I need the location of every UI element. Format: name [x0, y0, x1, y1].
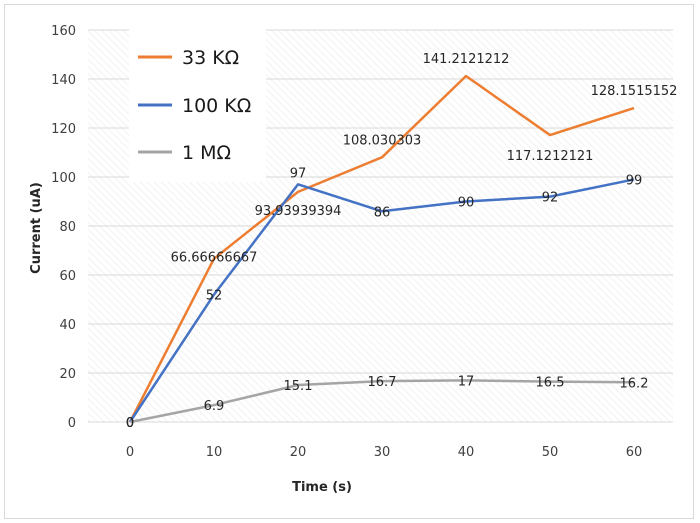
x-tick-label: 10 — [206, 445, 223, 460]
data-label-100-k: 92 — [542, 191, 559, 206]
legend-label-33k: 33 KΩ — [182, 47, 239, 69]
data-label-1-m: 16.7 — [368, 375, 397, 390]
series-line-1-m — [129, 379, 635, 424]
y-tick-label: 20 — [59, 367, 76, 382]
y-axis-title: Current (uA) — [29, 182, 44, 274]
y-tick-label: 160 — [51, 24, 76, 39]
data-label-1-m: 15.1 — [284, 379, 313, 394]
data-labels: 0 66.66666667 93.93939394 108.030303 141.212… — [126, 52, 678, 431]
data-label-100-k: 52 — [206, 289, 223, 304]
x-axis-title: Time (s) — [292, 480, 352, 495]
data-label-100-k: 0 — [126, 416, 134, 431]
data-label-1-m: 17 — [458, 374, 475, 389]
data-label-33-k: 66.66666667 — [171, 251, 258, 266]
y-tick-label: 100 — [51, 171, 76, 186]
x-tick-label: 20 — [290, 445, 307, 460]
data-label-33-k: 0 — [126, 416, 134, 431]
data-label-33-k: 128.1515152 — [591, 84, 678, 99]
y-tick-label: 60 — [59, 269, 76, 284]
data-label-1-m: 16.5 — [536, 376, 565, 391]
x-tick-label: 40 — [458, 445, 475, 460]
legend: 33 KΩ 100 KΩ 1 MΩ — [129, 28, 266, 182]
y-tick-label: 40 — [59, 318, 76, 333]
data-label-100-k: 99 — [626, 173, 643, 188]
data-label-100-k: 97 — [290, 166, 307, 181]
data-label-33-k: 141.2121212 — [423, 52, 510, 67]
series-lines — [128, 74, 635, 424]
data-label-33-k: 93.93939394 — [255, 204, 342, 219]
legend-label-100k: 100 KΩ — [182, 95, 251, 117]
y-tick-label: 0 — [68, 416, 76, 431]
data-label-100-k: 90 — [458, 196, 475, 211]
y-tick-label: 140 — [51, 73, 76, 88]
series-line-100-k — [128, 178, 635, 423]
x-tick-label: 30 — [374, 445, 391, 460]
series-line-33-k — [128, 74, 635, 423]
data-label-1-m: 16.2 — [620, 376, 649, 391]
data-label-33-k: 108.030303 — [343, 133, 422, 148]
y-tick-label: 80 — [59, 220, 76, 235]
x-tick-label: 60 — [626, 445, 643, 460]
legend-label-1m: 1 MΩ — [182, 142, 231, 164]
y-tick-label: 120 — [51, 122, 76, 137]
axes: 0 20 40 60 80 100 120 140 160 0 10 20 30 40 50 60 — [51, 24, 642, 460]
x-tick-label: 0 — [126, 445, 134, 460]
data-label-33-k: 117.1212121 — [507, 149, 594, 164]
data-label-1-m: 0 — [126, 416, 134, 431]
data-label-1-m: 6.9 — [204, 399, 225, 414]
x-tick-label: 50 — [542, 445, 559, 460]
data-label-100-k: 86 — [374, 205, 391, 220]
